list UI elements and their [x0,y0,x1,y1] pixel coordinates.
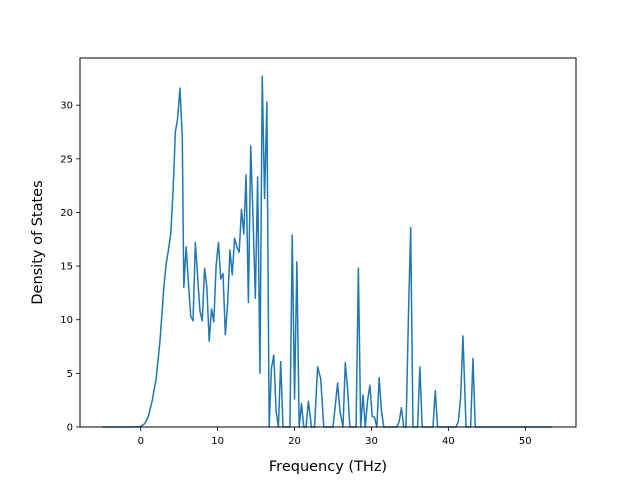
y-tick-label: 20 [60,208,73,219]
x-tick-label: 20 [288,436,301,447]
y-tick-label: 5 [67,369,73,380]
axes-frame [79,57,577,428]
x-axis-label: Frequency (THz) [269,459,387,475]
y-axis-ticks: 0 5 10 15 20 25 30 [60,101,80,434]
y-tick-label: 10 [60,315,73,326]
x-tick-label: 50 [519,436,532,447]
x-tick-label: 40 [442,436,455,447]
y-tick-label: 25 [60,154,73,165]
x-axis-ticks: 0 10 20 30 40 50 [138,427,532,447]
x-tick-label: 0 [138,436,144,447]
y-tick-label: 15 [60,262,73,273]
y-tick-label: 0 [67,423,73,434]
y-axis-label: Density of States [30,180,46,304]
x-tick-label: 10 [211,436,224,447]
x-tick-label: 30 [365,436,378,447]
y-tick-label: 30 [60,101,73,112]
